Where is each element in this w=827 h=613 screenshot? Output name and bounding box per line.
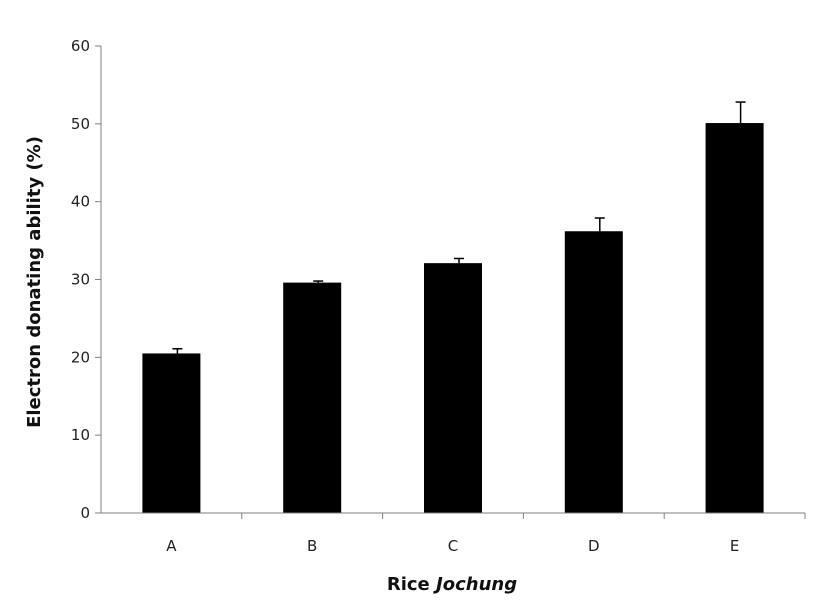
x-axis-title: Rice Jochung bbox=[387, 574, 517, 595]
bar-B bbox=[283, 282, 342, 513]
x-tick-label-E: E bbox=[730, 537, 739, 555]
y-tick-label-6: 60 bbox=[71, 37, 90, 55]
y-tick-label-4: 40 bbox=[71, 193, 90, 211]
y-tick-label-0: 0 bbox=[80, 504, 90, 522]
bar-A bbox=[142, 353, 201, 513]
x-axis-ticks: A B C D E bbox=[166, 513, 806, 555]
x-tick-label-B: B bbox=[307, 537, 317, 555]
x-axis-title-main: Rice bbox=[387, 574, 430, 595]
x-tick-label-D: D bbox=[588, 537, 600, 555]
y-tick-label-2: 20 bbox=[71, 348, 90, 366]
bars bbox=[142, 101, 764, 514]
bar-E bbox=[705, 123, 764, 514]
x-tick-label-C: C bbox=[448, 537, 458, 555]
y-tick-label-5: 50 bbox=[71, 115, 90, 133]
y-tick-label-3: 30 bbox=[71, 271, 90, 289]
y-tick-label-1: 10 bbox=[71, 426, 90, 444]
y-axis-ticks: 0 10 20 30 40 50 60 bbox=[71, 37, 101, 522]
bar-D bbox=[564, 231, 623, 513]
x-tick-label-A: A bbox=[166, 537, 177, 555]
bar-C bbox=[424, 263, 482, 513]
x-axis-title-italic: Jochung bbox=[433, 574, 517, 595]
y-axis-title: Electron donating ability (%) bbox=[24, 136, 45, 428]
